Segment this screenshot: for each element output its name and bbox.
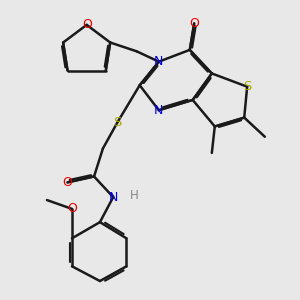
Text: O: O bbox=[67, 202, 77, 215]
Text: N: N bbox=[109, 190, 118, 204]
Text: N: N bbox=[154, 55, 164, 68]
Text: S: S bbox=[243, 80, 251, 93]
Text: O: O bbox=[63, 176, 73, 189]
Text: N: N bbox=[154, 104, 164, 117]
Text: S: S bbox=[113, 116, 122, 128]
Text: O: O bbox=[189, 17, 199, 30]
Text: O: O bbox=[82, 18, 92, 32]
Text: H: H bbox=[129, 189, 138, 202]
